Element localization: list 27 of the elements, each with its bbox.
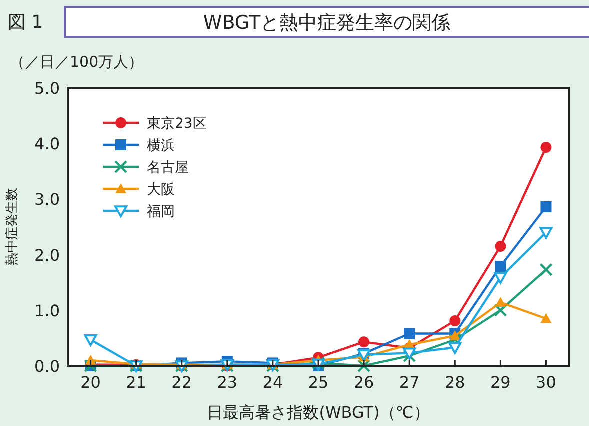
y-tick-label: 1.0 xyxy=(34,301,60,320)
y-axis-title: 熱中症発生数 xyxy=(5,188,20,266)
text: （／日／100万人） xyxy=(10,53,144,71)
x-tick-label: 21 xyxy=(126,373,146,392)
x-tick-label: 20 xyxy=(80,373,101,392)
chart-subtitle: 図 1 xyxy=(8,12,44,33)
legend-label: 大阪 xyxy=(147,182,175,198)
x-tick-label: 27 xyxy=(399,373,420,392)
legend-label: 横浜 xyxy=(147,138,175,154)
legend-label: 東京23区 xyxy=(147,116,207,132)
x-tick-label: 28 xyxy=(444,373,466,392)
x-axis-title: 日最高暑さ指数(WBGT)（℃） xyxy=(207,403,430,422)
y-tick-label: 2.0 xyxy=(34,246,60,265)
legend-label: 名古屋 xyxy=(147,160,189,176)
y-tick-label: 4.0 xyxy=(34,134,60,154)
x-tick-label: 22 xyxy=(172,373,192,392)
x-tick-label: 24 xyxy=(262,373,284,392)
y-tick-label: 0.0 xyxy=(34,357,60,376)
y-tick-label: 5.0 xyxy=(34,79,60,98)
x-tick-label: 23 xyxy=(217,373,238,392)
chart-title: WBGTと熱中症発生率の関係 xyxy=(203,12,451,34)
y-tick-label: 3.0 xyxy=(34,190,60,210)
legend-label: 福岡 xyxy=(147,204,175,220)
x-tick-label: 25 xyxy=(308,373,329,392)
x-tick-label: 30 xyxy=(536,373,556,392)
x-tick-label: 26 xyxy=(354,373,374,392)
x-tick-label: 29 xyxy=(490,373,511,392)
